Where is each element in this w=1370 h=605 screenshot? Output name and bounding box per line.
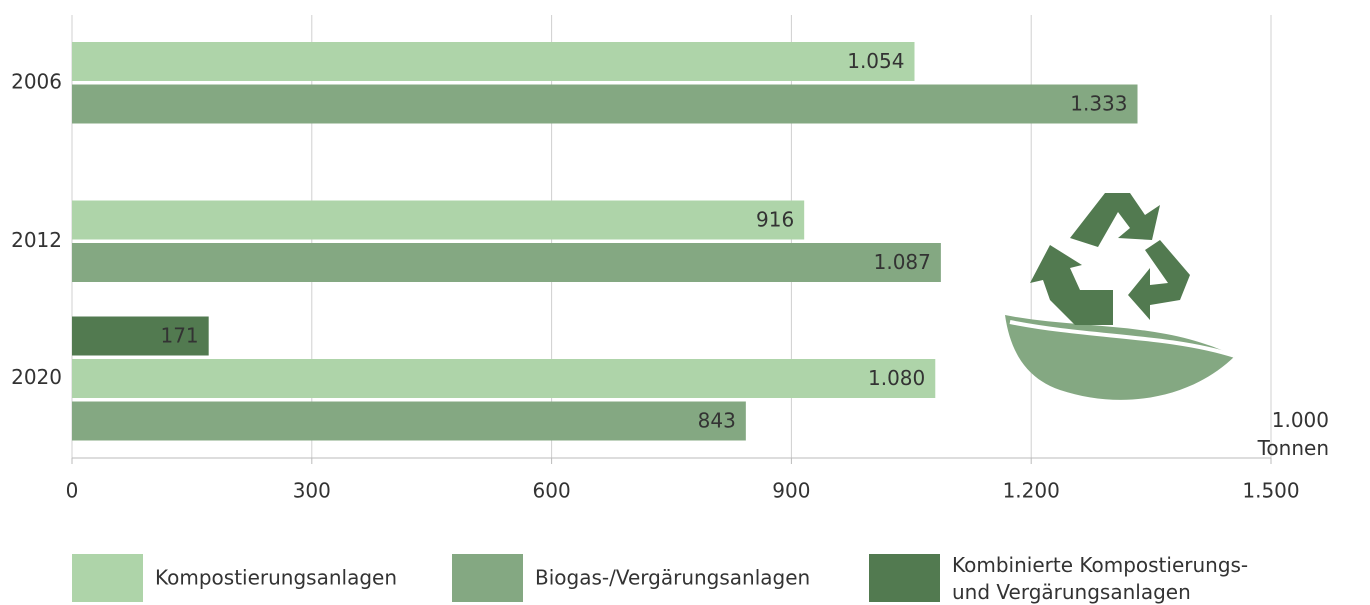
page: 0 300 600 900 1.200 1.500 1.000 Tonnen 1.054 1.33… bbox=[0, 0, 1370, 605]
arrow bbox=[1030, 245, 1113, 325]
legend-label: Biogas-/Vergärungsanlagen bbox=[535, 566, 810, 590]
arrow bbox=[1128, 240, 1190, 320]
value-label: 1.080 bbox=[868, 366, 925, 390]
legend-label-line: und Vergärungsanlagen bbox=[952, 580, 1191, 604]
legend-label-line: Kombinierte Kompostierungs- bbox=[952, 553, 1255, 577]
x-tick-label: 1.500 bbox=[1242, 479, 1299, 503]
bar bbox=[72, 85, 1138, 124]
y-tick-label: 2006 bbox=[11, 69, 62, 93]
bar bbox=[72, 42, 914, 81]
arrow bbox=[1070, 193, 1160, 247]
bar bbox=[72, 359, 935, 398]
y-tick-label: 2020 bbox=[11, 365, 62, 389]
legend-swatch bbox=[72, 554, 143, 602]
x-axis-label-line: Tonnen bbox=[1257, 436, 1329, 460]
chart: 0 300 600 900 1.200 1.500 1.000 Tonnen 1.054 1.33… bbox=[0, 0, 1370, 605]
x-tick-label: 1.200 bbox=[1003, 479, 1060, 503]
y-tick-label: 2012 bbox=[11, 228, 62, 252]
value-label: 1.054 bbox=[847, 49, 904, 73]
legend-swatch bbox=[452, 554, 523, 602]
x-axis-label-line: 1.000 bbox=[1272, 408, 1329, 432]
value-label: 1.087 bbox=[874, 250, 931, 274]
x-tick-label: 0 bbox=[66, 479, 79, 503]
bar bbox=[72, 201, 804, 240]
value-label: 843 bbox=[698, 409, 736, 433]
x-axis-label: 1.000 Tonnen bbox=[1257, 408, 1329, 460]
x-tick-label: 900 bbox=[772, 479, 810, 503]
bar bbox=[72, 402, 746, 441]
value-label: 171 bbox=[160, 324, 198, 348]
plot: 0 300 600 900 1.200 1.500 1.000 Tonnen 1.054 1.33… bbox=[11, 42, 1329, 604]
recycling-icon bbox=[1005, 193, 1235, 400]
legend-swatch bbox=[869, 554, 940, 602]
value-label: 916 bbox=[756, 208, 794, 232]
x-tick-label: 600 bbox=[533, 479, 571, 503]
bar bbox=[72, 243, 941, 282]
x-tick-label: 300 bbox=[293, 479, 331, 503]
value-label: 1.333 bbox=[1070, 92, 1127, 116]
legend-label: Kombinierte Kompostierungs- und Vergärun… bbox=[952, 553, 1255, 604]
legend-label: Kompostierungsanlagen bbox=[155, 566, 397, 590]
